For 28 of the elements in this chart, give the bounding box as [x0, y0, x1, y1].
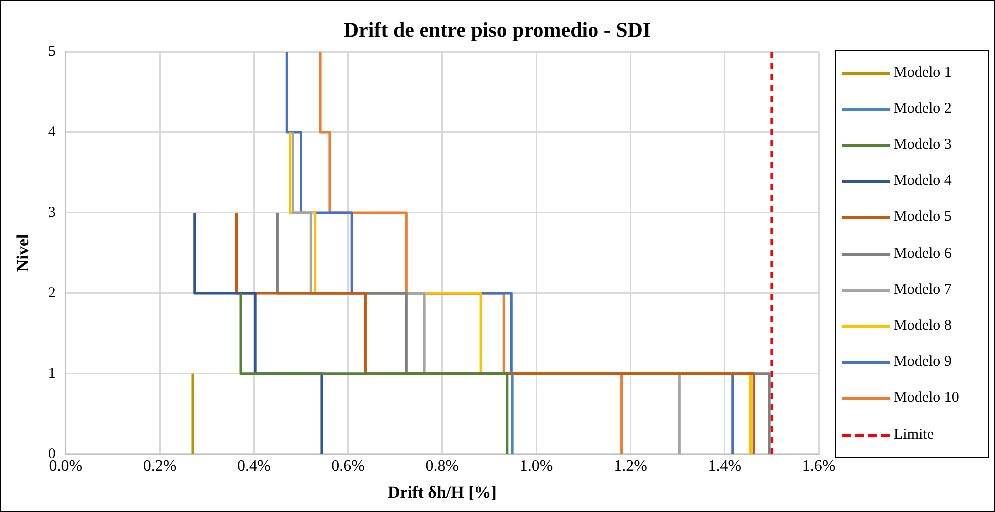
legend-label: Modelo 3	[894, 137, 952, 154]
x-tick-label: 0.8%	[426, 458, 460, 476]
y-axis-title: Nivel	[14, 234, 33, 272]
y-tick-label: 3	[48, 204, 56, 221]
legend-label: Modelo 5	[894, 209, 952, 226]
legend-label: Limite	[894, 426, 934, 444]
x-tick-label: 0.6%	[332, 458, 365, 476]
y-tick-label: 2	[48, 285, 56, 302]
x-tick-label: 1.0%	[520, 458, 554, 476]
x-tick-label: 1.4%	[708, 458, 742, 476]
legend-label: Modelo 6	[894, 246, 952, 263]
x-axis-title: Drift δh/H [%]	[388, 483, 497, 502]
x-tick-label: 0.4%	[238, 458, 271, 476]
x-tick-label: 0.2%	[143, 458, 177, 476]
y-tick-label: 5	[48, 44, 56, 60]
x-tick-label: 1.2%	[614, 458, 648, 476]
x-tick-label: 1.6%	[802, 458, 836, 476]
chart-title: Drift de entre piso promedio - SDI	[342, 18, 652, 43]
legend-label: Modelo 8	[894, 318, 952, 336]
legend-label: Modelo 9	[894, 354, 952, 372]
x-tick-label: 0.0%	[49, 458, 83, 476]
legend-label: Modelo 7	[894, 282, 952, 299]
legend-label: Modelo 10	[894, 390, 960, 408]
legend-label: Modelo 1	[894, 64, 952, 82]
legend-label: Modelo 2	[894, 100, 952, 118]
y-tick-label: 1	[48, 366, 56, 382]
legend-label: Modelo 4	[894, 173, 952, 190]
y-tick-label: 4	[48, 124, 56, 140]
